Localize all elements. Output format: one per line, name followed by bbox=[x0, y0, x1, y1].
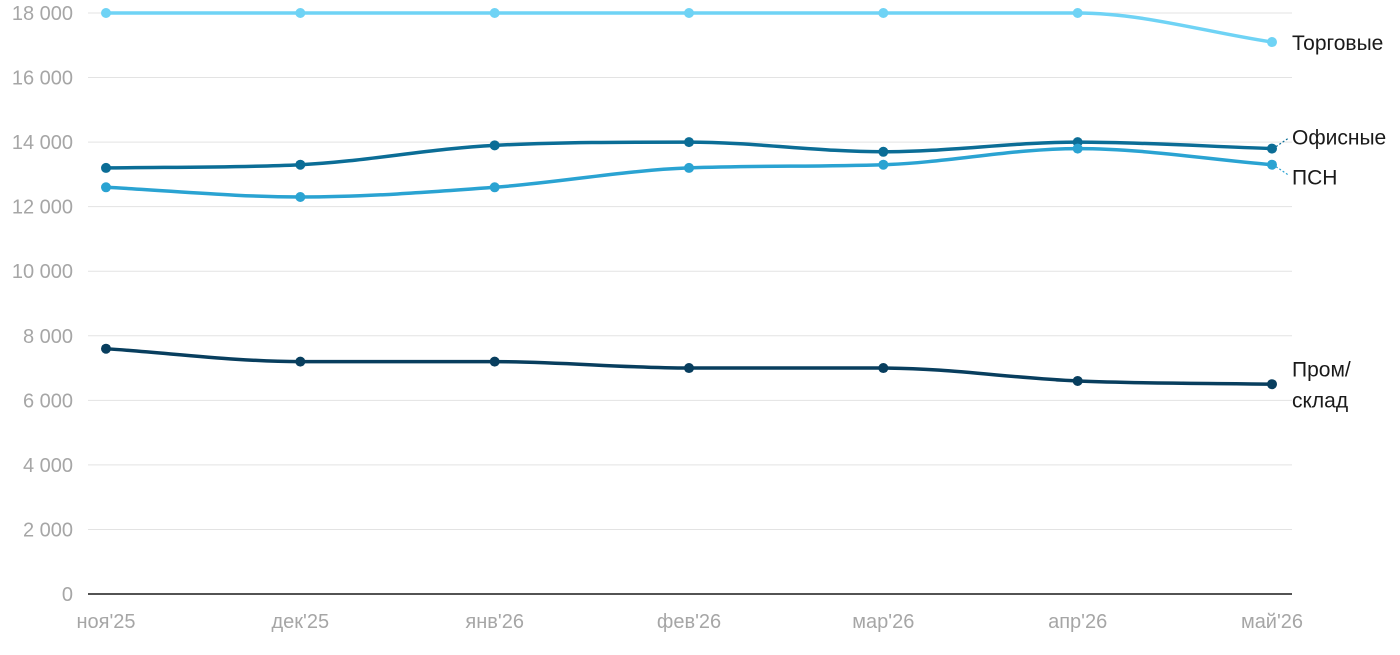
y-tick-label: 18 000 bbox=[12, 3, 73, 25]
y-tick-label: 8 000 bbox=[23, 326, 73, 348]
data-point bbox=[101, 162, 111, 173]
x-tick-label: фев'26 bbox=[657, 611, 721, 633]
x-tick-label: янв'26 bbox=[465, 611, 524, 633]
data-point bbox=[684, 137, 694, 148]
gridlines bbox=[88, 12, 1292, 530]
series-labels: Торговые Офисные ПСН Пром/склад bbox=[1275, 32, 1386, 413]
y-tick-label: 16 000 bbox=[12, 68, 73, 90]
y-tick-label: 10 000 bbox=[12, 261, 73, 283]
series-1 bbox=[101, 8, 1277, 48]
data-point bbox=[295, 356, 306, 367]
data-point bbox=[1267, 37, 1277, 48]
data-point bbox=[295, 159, 306, 170]
data-point bbox=[878, 159, 889, 170]
y-axis-tick-labels: 0 2 000 4 000 6 000 8 000 10 000 12 000 14 000 1… bbox=[12, 3, 73, 606]
data-point bbox=[1072, 375, 1083, 386]
label-leader-line bbox=[1275, 166, 1289, 176]
data-point bbox=[295, 191, 306, 202]
series-label: ПСН bbox=[1292, 167, 1337, 190]
data-point bbox=[489, 182, 500, 193]
data-point bbox=[684, 162, 694, 173]
y-tick-label: 12 000 bbox=[12, 197, 73, 219]
data-point bbox=[489, 8, 500, 18]
series-3 bbox=[101, 143, 1277, 202]
data-point bbox=[1072, 143, 1083, 154]
x-tick-label: дек'25 bbox=[272, 611, 330, 633]
y-tick-label: 6 000 bbox=[23, 390, 73, 412]
x-tick-label: апр'26 bbox=[1048, 611, 1107, 633]
series-4 bbox=[101, 343, 1277, 390]
y-tick-label: 2 000 bbox=[23, 519, 73, 541]
x-tick-label: ноя'25 bbox=[76, 611, 135, 633]
y-tick-label: 4 000 bbox=[23, 455, 73, 477]
x-tick-label: мар'26 bbox=[852, 611, 914, 633]
series-label-line: ПСН bbox=[1292, 167, 1337, 190]
data-point bbox=[878, 146, 889, 157]
data-point bbox=[1267, 379, 1277, 390]
data-point bbox=[489, 140, 500, 151]
series-label: Торговые bbox=[1292, 32, 1383, 55]
data-point bbox=[1267, 159, 1277, 170]
data-point bbox=[878, 363, 889, 374]
series-label-line: Офисные bbox=[1292, 127, 1386, 150]
data-point bbox=[101, 343, 111, 354]
label-leader-line bbox=[1275, 138, 1289, 148]
y-tick-label: 0 bbox=[62, 584, 73, 606]
x-tick-label: май'26 bbox=[1241, 611, 1303, 633]
series-lines bbox=[101, 8, 1277, 390]
data-point bbox=[489, 356, 500, 367]
series-label: Офисные bbox=[1292, 127, 1386, 150]
data-point bbox=[101, 8, 111, 18]
series-label-line: склад bbox=[1292, 390, 1348, 413]
series-label-line: Торговые bbox=[1292, 32, 1383, 55]
series-label: Пром/склад bbox=[1292, 359, 1351, 413]
data-point bbox=[295, 8, 306, 18]
data-point bbox=[101, 182, 111, 193]
data-point bbox=[1267, 143, 1277, 154]
x-axis-tick-labels: ноя'25 дек'25 янв'26 фев'26 мар'26 апр'26 май'… bbox=[76, 611, 1303, 633]
data-point bbox=[1072, 8, 1083, 18]
data-point bbox=[878, 8, 889, 18]
data-point bbox=[684, 363, 694, 374]
y-tick-label: 14 000 bbox=[12, 132, 73, 154]
series-label-line: Пром/ bbox=[1292, 359, 1351, 382]
data-point bbox=[684, 8, 694, 18]
